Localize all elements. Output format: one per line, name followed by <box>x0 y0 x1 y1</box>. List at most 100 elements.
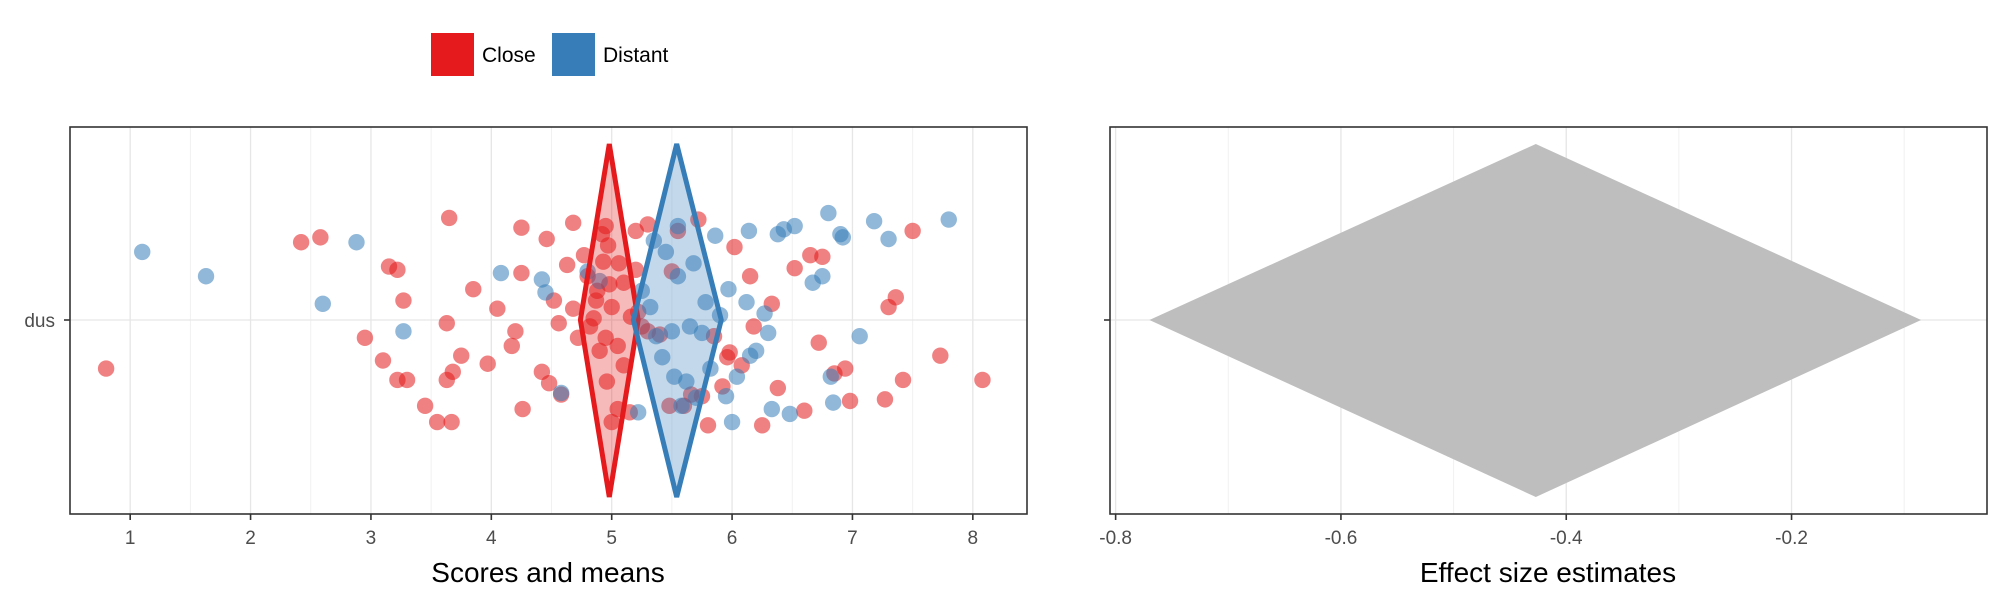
score-point-close <box>721 344 738 361</box>
score-point-close <box>591 342 608 359</box>
score-point-close <box>444 363 461 381</box>
score-point-close <box>443 413 460 431</box>
score-point-close <box>97 360 115 377</box>
score-point-distant <box>657 243 675 261</box>
score-point-close <box>538 230 555 248</box>
score-point-distant <box>738 293 755 311</box>
score-point-close <box>802 247 819 264</box>
effect-size-x-axis-tick-label: -0.2 <box>1775 528 1808 549</box>
score-point-close <box>603 413 620 431</box>
score-point-distant <box>348 234 365 251</box>
score-point-close <box>356 329 374 347</box>
score-point-close <box>974 371 991 389</box>
score-point-close <box>796 402 813 419</box>
effect-size-x-axis-tick-label: -0.8 <box>1099 528 1132 549</box>
score-point-close <box>615 274 632 291</box>
score-point-close <box>292 234 310 251</box>
score-point-distant <box>552 384 570 402</box>
score-point-close <box>465 281 482 298</box>
score-point-close <box>564 300 582 317</box>
effect-size-x-axis-tick-label: -0.6 <box>1325 528 1358 549</box>
score-point-distant <box>678 373 695 390</box>
score-point-close <box>627 222 644 240</box>
score-point-close <box>726 238 743 256</box>
score-point-close <box>699 417 717 434</box>
score-point-close <box>810 334 827 351</box>
score-point-close <box>398 371 416 389</box>
score-point-distant <box>685 255 702 272</box>
score-point-distant <box>642 298 659 316</box>
score-point-distant <box>717 387 735 405</box>
score-point-close <box>389 261 406 278</box>
score-point-close <box>453 347 470 364</box>
legend-key-distant <box>552 33 595 76</box>
score-point-distant <box>669 268 687 285</box>
y-axis-label-dus: dus <box>24 311 55 332</box>
score-point-distant <box>865 212 883 230</box>
score-point-distant <box>629 404 647 421</box>
score-point-distant <box>314 295 331 312</box>
score-point-close <box>503 337 520 355</box>
scores-x-axis-tick-label: 4 <box>486 528 497 549</box>
score-point-close <box>932 347 949 364</box>
score-point-close <box>440 209 458 227</box>
mean-diamond-close <box>577 143 641 498</box>
effect-size-x-axis: -0.8 -0.6 -0.4 -0.2 <box>1099 514 1808 549</box>
score-point-close <box>312 229 329 246</box>
score-point-close <box>769 379 787 397</box>
score-point-close <box>598 373 616 390</box>
score-point-distant <box>786 217 803 235</box>
scores-x-axis: 1 2 3 4 5 6 7 8 <box>125 514 978 549</box>
score-point-close <box>514 400 531 418</box>
score-point-close <box>550 315 567 332</box>
score-point-distant <box>654 349 671 366</box>
score-point-close <box>558 256 576 274</box>
effect-size-panel: -0.8 -0.6 -0.4 -0.2 Effect size estimates <box>1099 126 1988 588</box>
score-point-close <box>814 248 831 266</box>
legend-label-distant: Distant <box>603 44 669 67</box>
score-point-close <box>841 392 859 410</box>
score-point-distant <box>763 400 780 418</box>
score-point-distant <box>723 413 741 431</box>
score-point-distant <box>693 324 711 342</box>
scores-panel-grid <box>70 127 1027 514</box>
score-point-close <box>603 298 620 316</box>
score-point-distant <box>492 264 510 282</box>
score-point-close <box>374 352 392 369</box>
score-point-close <box>395 292 412 309</box>
mean-diamonds <box>577 143 724 498</box>
score-point-distant <box>834 229 852 246</box>
scores-x-axis-tick-label: 2 <box>245 528 256 549</box>
score-point-distant <box>697 293 714 311</box>
score-point-close <box>894 371 912 389</box>
score-point-distant <box>728 368 746 385</box>
effect-size-x-axis-tick-label: -0.4 <box>1550 528 1583 549</box>
score-point-close <box>416 397 434 415</box>
score-point-distant <box>720 281 737 298</box>
score-point-close <box>753 417 771 434</box>
scores-x-axis-tick-label: 6 <box>727 528 738 549</box>
score-point-close <box>745 318 762 335</box>
score-point-close <box>876 391 894 408</box>
score-point-close <box>610 255 628 272</box>
score-point-distant <box>681 318 699 335</box>
score-point-close <box>786 259 803 277</box>
score-point-close <box>513 219 530 236</box>
score-point-distant <box>134 243 151 261</box>
scores-x-axis-tick-label: 5 <box>606 528 617 549</box>
score-point-close <box>639 216 657 233</box>
scores-x-axis-title: Scores and means <box>431 557 664 588</box>
legend-label-close: Close <box>482 44 536 67</box>
legend-key-close <box>431 33 474 76</box>
score-point-close <box>507 323 524 340</box>
score-point-distant <box>395 323 412 340</box>
score-point-close <box>564 214 582 231</box>
score-point-close <box>585 310 602 327</box>
score-point-distant <box>747 342 765 359</box>
legend: Close Distant <box>431 33 669 76</box>
score-point-close <box>513 264 530 282</box>
score-point-close <box>595 253 612 270</box>
score-point-distant <box>669 217 687 235</box>
score-point-close <box>599 237 617 254</box>
